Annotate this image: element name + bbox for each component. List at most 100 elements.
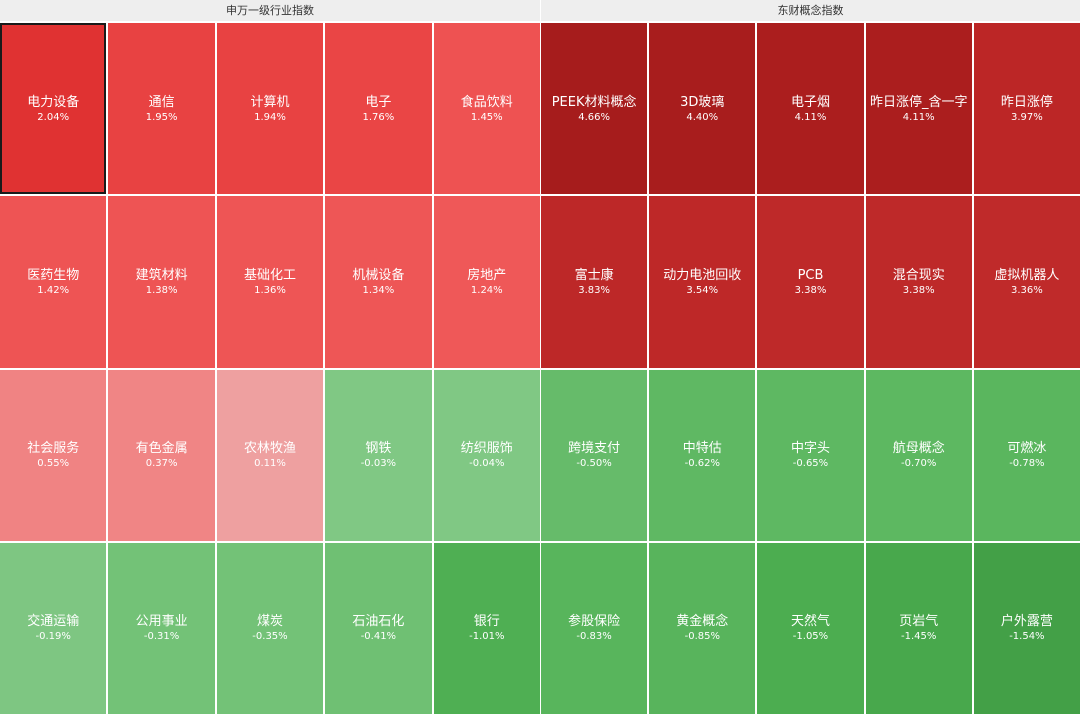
- tile-name: 户外露营: [1000, 614, 1053, 630]
- heatmap-tile[interactable]: 食品饮料 1.45%: [433, 23, 540, 195]
- heatmap-tile[interactable]: 中字头 -0.65%: [757, 369, 864, 541]
- tile-name: 钢铁: [365, 441, 392, 457]
- tile-name: 动力电池回收: [663, 267, 742, 283]
- tile-change-percent: 1.34%: [362, 284, 395, 296]
- tile-change-percent: -0.78%: [1009, 458, 1045, 470]
- heatmap-tile[interactable]: 混合现实 3.38%: [865, 196, 972, 368]
- heatmap-tile[interactable]: 电子 1.76%: [325, 23, 432, 195]
- tile-change-percent: 0.55%: [37, 458, 70, 470]
- heatmap-tile[interactable]: 石油石化 -0.41%: [325, 542, 432, 714]
- tile-name: 电子烟: [790, 94, 830, 110]
- tile-name: 交通运输: [27, 614, 80, 630]
- tile-change-percent: -1.54%: [1009, 631, 1045, 643]
- tile-change-percent: 1.76%: [362, 111, 395, 123]
- heatmap-tile[interactable]: 昨日涨停 3.97%: [973, 23, 1080, 195]
- heatmap-tile[interactable]: PCB 3.38%: [757, 196, 864, 368]
- heatmap-tile[interactable]: 参股保险 -0.83%: [541, 542, 648, 714]
- tile-name: 昨日涨停_含一字: [869, 94, 968, 110]
- heatmap-tile[interactable]: 跨境支付 -0.50%: [541, 369, 648, 541]
- tile-name: 医药生物: [27, 267, 80, 283]
- heatmap-tile[interactable]: 银行 -1.01%: [433, 542, 540, 714]
- heatmap-tile[interactable]: 建筑材料 1.38%: [108, 196, 215, 368]
- tile-name: PEEK材料概念: [551, 94, 637, 110]
- tile-change-percent: 3.83%: [578, 284, 610, 296]
- heatmap-tile[interactable]: 富士康 3.83%: [541, 196, 648, 368]
- heatmap-tile[interactable]: 黄金概念 -0.85%: [649, 542, 756, 714]
- tile-name: 昨日涨停: [1000, 94, 1053, 110]
- heatmap-tile[interactable]: 公用事业 -0.31%: [108, 542, 215, 714]
- tile-name: 中特估: [682, 441, 722, 457]
- tile-name: 纺织服饰: [460, 441, 513, 457]
- heatmap-tile[interactable]: 纺织服饰 -0.04%: [433, 369, 540, 541]
- tile-change-percent: 1.24%: [470, 284, 503, 296]
- tile-name: 航母概念: [892, 441, 945, 457]
- tile-change-percent: -0.04%: [469, 458, 505, 470]
- heatmap-tile[interactable]: 煤炭 -0.35%: [216, 542, 324, 714]
- tile-change-percent: -1.01%: [469, 631, 505, 643]
- tile-change-percent: 1.94%: [254, 111, 286, 123]
- heatmap-tile[interactable]: 有色金属 0.37%: [108, 369, 215, 541]
- heatmap-tile[interactable]: 户外露营 -1.54%: [973, 542, 1080, 714]
- panel-title: 申万一级行业指数: [0, 0, 540, 22]
- tile-change-percent: -0.83%: [576, 631, 612, 643]
- tile-name: 电子: [365, 94, 392, 110]
- heatmap-tile[interactable]: PEEK材料概念 4.66%: [541, 23, 648, 195]
- tile-change-percent: -0.03%: [360, 458, 397, 470]
- tile-name: 电力设备: [27, 94, 80, 110]
- tile-change-percent: -0.31%: [143, 631, 180, 643]
- tile-change-percent: 1.38%: [145, 284, 178, 296]
- heatmap-tile[interactable]: 钢铁 -0.03%: [325, 369, 432, 541]
- tile-change-percent: -1.45%: [901, 631, 937, 643]
- tile-name: 通信: [148, 94, 175, 110]
- heatmap-tile[interactable]: 医药生物 1.42%: [0, 196, 107, 368]
- tile-name: 跨境支付: [568, 441, 621, 457]
- tile-name: PCB: [797, 267, 824, 283]
- tile-change-percent: -0.35%: [252, 631, 288, 643]
- panel-title: 东财概念指数: [541, 0, 1080, 22]
- tile-change-percent: 3.54%: [686, 284, 719, 296]
- tile-name: 公用事业: [135, 614, 188, 630]
- heatmap-tile[interactable]: 页岩气 -1.45%: [865, 542, 972, 714]
- heatmap-tile[interactable]: 房地产 1.24%: [433, 196, 540, 368]
- tile-change-percent: 1.45%: [470, 111, 503, 123]
- heatmap-tile[interactable]: 计算机 1.94%: [216, 23, 324, 195]
- concept-panel: 东财概念指数 PEEK材料概念 4.66% 3D玻璃 4.40% 电子烟 4.11% 昨日涨…: [541, 0, 1080, 715]
- tile-change-percent: 4.11%: [902, 111, 935, 123]
- heatmap-tile[interactable]: 航母概念 -0.70%: [865, 369, 972, 541]
- tile-name: 混合现实: [892, 267, 945, 283]
- heatmap-tile[interactable]: 社会服务 0.55%: [0, 369, 107, 541]
- tile-change-percent: 4.11%: [794, 111, 827, 123]
- heatmap-tile[interactable]: 机械设备 1.34%: [325, 196, 432, 368]
- heatmap-tile[interactable]: 3D玻璃 4.40%: [649, 23, 756, 195]
- heatmap-tile[interactable]: 虚拟机器人 3.36%: [973, 196, 1080, 368]
- heatmap-tile[interactable]: 可燃冰 -0.78%: [973, 369, 1080, 541]
- tile-name: 银行: [473, 614, 500, 630]
- tile-change-percent: 3.97%: [1011, 111, 1043, 123]
- heatmap-tile[interactable]: 通信 1.95%: [108, 23, 215, 195]
- tile-name: 富士康: [574, 267, 614, 283]
- tile-name: 计算机: [250, 94, 290, 110]
- heatmap-tile[interactable]: 天然气 -1.05%: [757, 542, 864, 714]
- tile-change-percent: 3.38%: [902, 284, 935, 296]
- tile-name: 有色金属: [135, 441, 188, 457]
- heatmap-tile[interactable]: 农林牧渔 0.11%: [216, 369, 324, 541]
- tile-change-percent: -1.05%: [792, 631, 829, 643]
- heatmap-tile[interactable]: 电力设备 2.04%: [0, 23, 107, 195]
- sw-industry-grid: 电力设备 2.04% 通信 1.95% 计算机 1.94% 电子 1.76% 食品饮料 1.45%…: [0, 22, 540, 714]
- concept-grid: PEEK材料概念 4.66% 3D玻璃 4.40% 电子烟 4.11% 昨日涨停_含一字 4.…: [541, 22, 1080, 714]
- heatmap-tile[interactable]: 基础化工 1.36%: [216, 196, 324, 368]
- tile-name: 基础化工: [243, 267, 296, 283]
- heatmap-tile[interactable]: 中特估 -0.62%: [649, 369, 756, 541]
- heatmap-tile[interactable]: 电子烟 4.11%: [757, 23, 864, 195]
- heatmap-tile[interactable]: 交通运输 -0.19%: [0, 542, 107, 714]
- heatmap-tile[interactable]: 动力电池回收 3.54%: [649, 196, 756, 368]
- tile-change-percent: 2.04%: [37, 111, 70, 123]
- tile-change-percent: -0.85%: [684, 631, 720, 643]
- tile-name: 建筑材料: [135, 267, 188, 283]
- tile-name: 机械设备: [352, 267, 405, 283]
- tile-name: 社会服务: [27, 441, 80, 457]
- tile-change-percent: 3.38%: [794, 284, 827, 296]
- tile-change-percent: 4.40%: [686, 111, 719, 123]
- tile-name: 3D玻璃: [680, 94, 725, 110]
- heatmap-tile[interactable]: 昨日涨停_含一字 4.11%: [865, 23, 972, 195]
